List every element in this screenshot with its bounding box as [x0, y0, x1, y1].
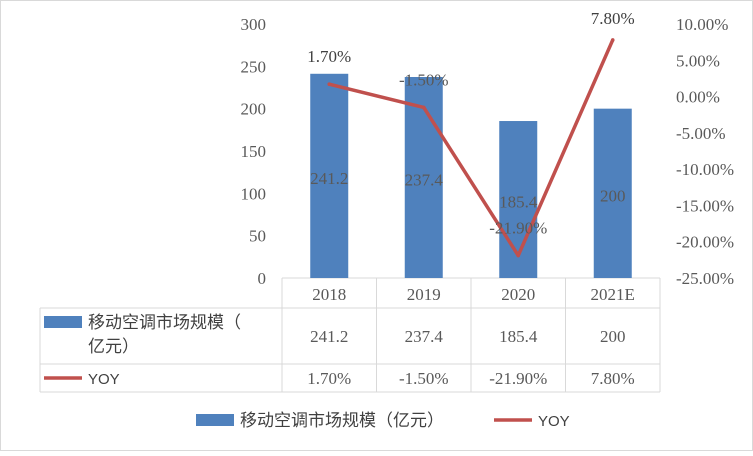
x-category-label: 2020	[501, 285, 535, 304]
x-category-label: 2021E	[591, 285, 635, 304]
bar-2021E	[593, 108, 632, 279]
x-category-label: 2018	[312, 285, 346, 304]
table-cell: -21.90%	[489, 369, 547, 388]
yoy-point-2018	[327, 82, 332, 87]
table-series-name-line1: 移动空调市场规模（	[88, 313, 241, 332]
table-legend-key-bar	[44, 316, 82, 328]
table-cell: 7.80%	[591, 369, 635, 388]
yoy-data-label: -21.90%	[489, 219, 547, 238]
y-right-tick-label: 5.00%	[676, 51, 720, 70]
y-left-tick-label: 100	[241, 184, 267, 203]
yoy-point-2019	[421, 105, 426, 110]
table-cell: 185.4	[499, 327, 538, 346]
y-left-tick-label: 300	[241, 15, 267, 34]
bar-data-label: 185.4	[499, 193, 538, 212]
bar-data-label: 200	[600, 186, 626, 205]
table-series-name-line2: 亿元）	[88, 337, 139, 356]
bar-2018	[310, 73, 349, 278]
y-right-tick-label: 0.00%	[676, 88, 720, 107]
yoy-data-label: 1.70%	[307, 47, 351, 66]
legend-label-bar: 移动空调市场规模（亿元）	[240, 411, 444, 430]
yoy-point-2020	[516, 253, 521, 258]
table-cell: -1.50%	[399, 369, 449, 388]
bar-data-label: 237.4	[405, 171, 444, 190]
y-right-tick-label: -10.00%	[676, 160, 734, 179]
yoy-data-label: 7.80%	[591, 9, 635, 28]
table-cell: 200	[600, 327, 626, 346]
x-category-label: 2019	[407, 285, 441, 304]
y-left-tick-label: 0	[258, 269, 267, 288]
y-right-tick-label: -15.00%	[676, 196, 734, 215]
yoy-data-label: -1.50%	[399, 70, 449, 89]
table-cell: 1.70%	[307, 369, 351, 388]
y-right-tick-label: -20.00%	[676, 233, 734, 252]
yoy-point-2021E	[610, 38, 615, 42]
y-left-tick-label: 50	[249, 227, 266, 246]
y-left-tick-label: 150	[241, 142, 267, 161]
legend-key-bar	[196, 414, 234, 426]
bar-data-label: 241.2	[310, 169, 348, 188]
table-cell: 237.4	[405, 327, 444, 346]
table-series-name: YOY	[88, 371, 120, 388]
table-cell: 241.2	[310, 327, 348, 346]
y-left-tick-label: 250	[241, 57, 267, 76]
y-right-tick-label: 10.00%	[676, 15, 728, 34]
y-right-tick-label: -5.00%	[676, 124, 726, 143]
yoy-series-line	[328, 39, 615, 258]
y-right-tick-label: -25.00%	[676, 269, 734, 288]
legend-label-line: YOY	[538, 413, 570, 430]
y-left-tick-label: 200	[241, 100, 267, 119]
